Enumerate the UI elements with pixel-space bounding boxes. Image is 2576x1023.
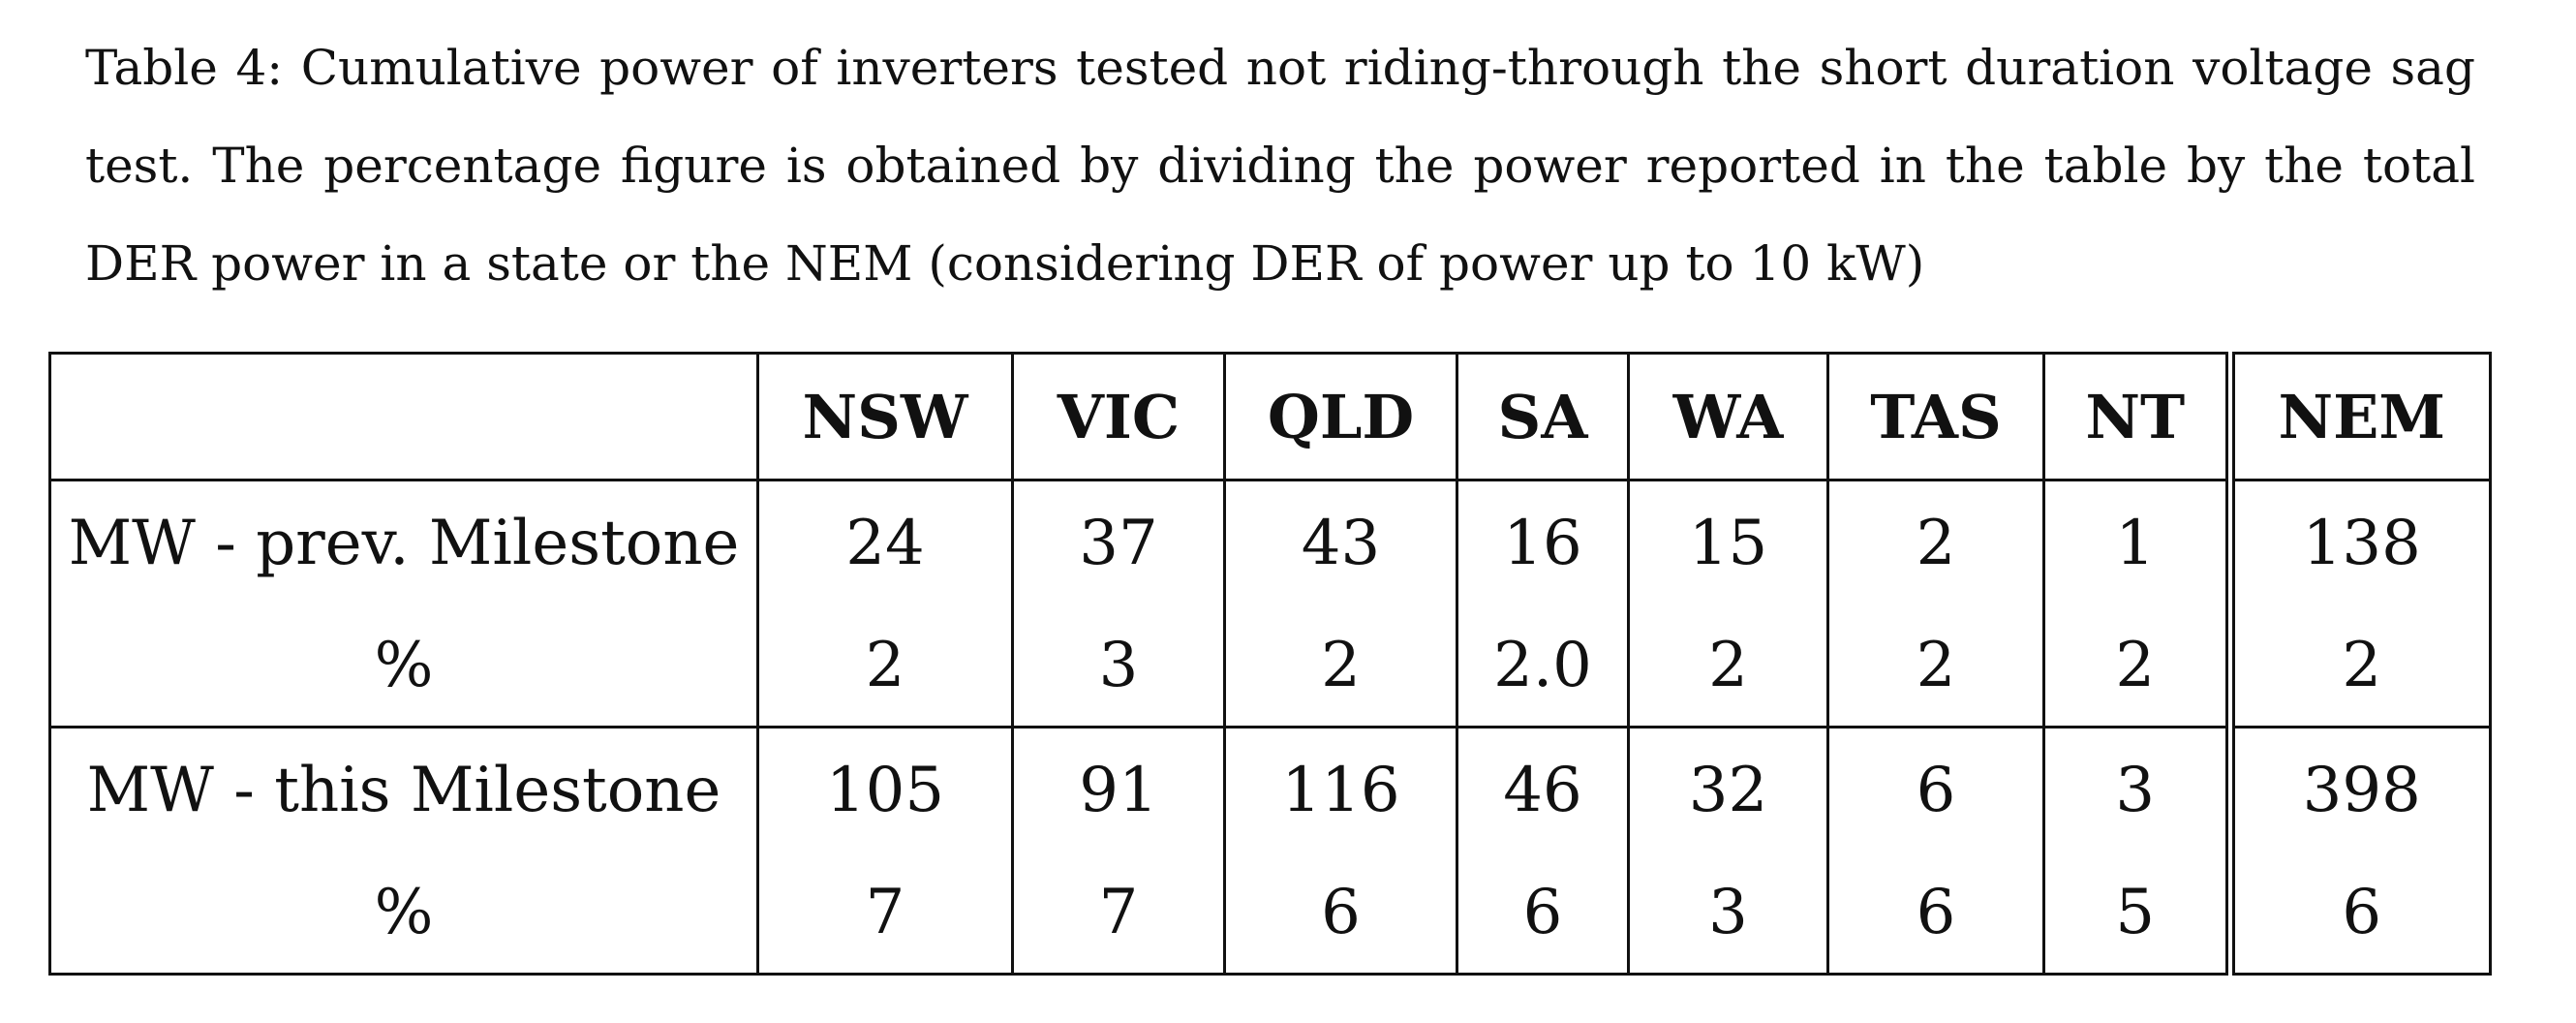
table-cell: 2 [756,604,1013,728]
table-cell: 116 [1223,727,1457,852]
table-cell: 43 [1223,480,1457,604]
table-cell-nem: 2 [2224,604,2491,728]
table-cell: 3 [2042,727,2230,852]
table-cell: 32 [1627,727,1828,852]
header-cell-empty [49,353,758,481]
table-cell: 7 [1011,852,1225,975]
table-row-this-pct: % 7 7 6 6 3 6 5 6 [50,852,2491,975]
table-cell: 2 [1223,604,1457,728]
table-cell: 2 [1826,480,2044,604]
header-cell-wa: WA [1627,353,1828,481]
table-row-prev-pct: % 2 3 2 2.0 2 2 2 2 [49,604,2491,728]
header-cell-nt: NT [2042,353,2230,481]
table-cell: 2 [1627,604,1828,728]
table-cell: 1 [2042,480,2230,604]
table-cell: 6 [1223,852,1457,975]
header-cell-qld: QLD [1223,353,1457,481]
table-cell: 6 [1826,727,2044,852]
header-cell-nem: NEM [2224,353,2491,481]
table-cell: 16 [1456,480,1629,604]
table-cell: 15 [1627,480,1828,604]
table-cell: 2 [2042,604,2230,728]
table-cell: 2 [1826,604,2044,728]
header-cell-tas: TAS [1826,353,2044,481]
row-label: % [49,604,758,728]
table-row-prev-mw: MW - prev. Milestone 24 37 43 16 15 2 1 … [50,480,2491,604]
table-row-this-mw: MW - this Milestone 105 91 116 46 32 6 3… [50,727,2491,852]
row-label: MW - this Milestone [86,754,721,826]
table-cell: 5 [2042,852,2230,975]
header-cell-nsw: NSW [756,353,1013,481]
table-cell: 105 [756,727,1013,852]
header-cell-sa: SA [1456,353,1629,481]
table-cell-nem: 398 [2224,727,2491,852]
table-caption: Table 4: Cumulative power of inverters t… [85,40,2475,292]
table-cell: 6 [1456,852,1629,975]
data-table: NSW VIC QLD SA WA TAS NT NEM MW - prev. … [48,352,2492,976]
table-cell: 37 [1011,480,1225,604]
table-cell-nem: 138 [2224,480,2491,604]
header-row: NSW VIC QLD SA WA TAS NT NEM [49,353,2491,481]
row-label: MW - prev. Milestone [68,507,740,579]
table-cell: 6 [1826,852,2044,975]
table-cell: 24 [756,480,1013,604]
table-cell: 7 [756,852,1013,975]
row-label: % [374,876,434,948]
table-cell: 91 [1011,727,1225,852]
table-container: NSW VIC QLD SA WA TAS NT NEM MW - prev. … [48,352,2492,976]
table-cell: 3 [1011,604,1225,728]
table-cell: 46 [1456,727,1629,852]
table-cell-nem: 6 [2224,852,2491,975]
table-cell: 3 [1627,852,1828,975]
table-cell: 2.0 [1456,604,1629,728]
header-cell-vic: VIC [1011,353,1225,481]
